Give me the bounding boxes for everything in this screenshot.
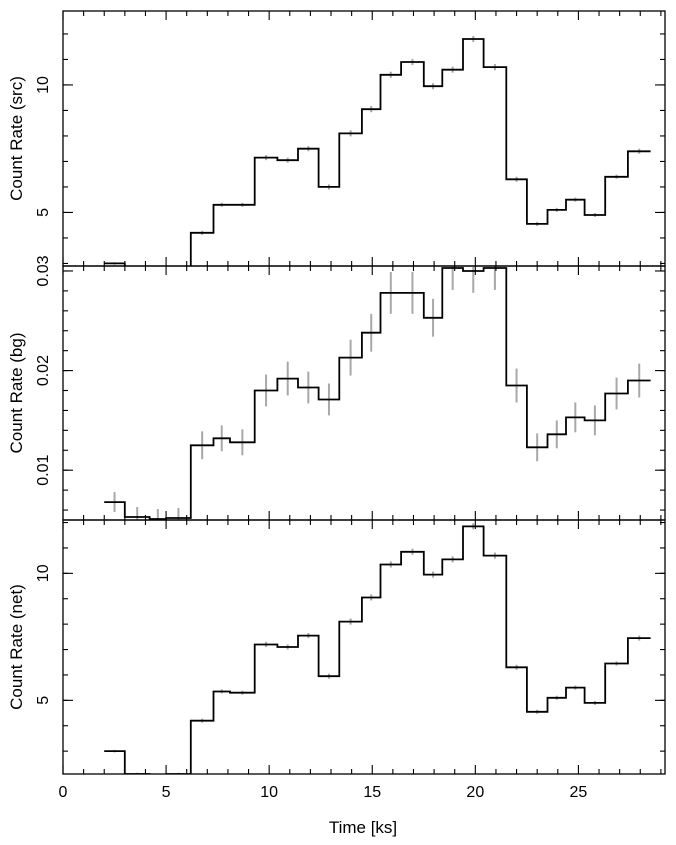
x-tick-label: 5 (162, 784, 171, 801)
x-axis-label: Time [ks] (329, 818, 397, 837)
error-bars-src (107, 35, 648, 265)
y-tick-label: 5 (35, 208, 52, 217)
y-tick-label: 10 (35, 76, 52, 94)
y-axis-label-src: Count Rate (src) (7, 76, 26, 201)
x-tick-label: 10 (260, 784, 278, 801)
y-tick-label: 0.01 (35, 455, 52, 486)
error-bars-net (107, 523, 648, 774)
panel-src: 5 10 Count Rate (src) (7, 10, 666, 267)
y-axis-label-net: Count Rate (net) (7, 584, 26, 710)
x-tick-label: 0 (59, 784, 68, 801)
y-axis-label-bg: Count Rate (bg) (7, 333, 26, 454)
x-tick-label: 20 (466, 784, 484, 801)
panel-bg: 0.01 0.02 0.03 Count Rate (bg) (7, 255, 666, 521)
y-tick-label: 5 (35, 696, 52, 705)
step-line-src (104, 38, 651, 266)
step-line-net (104, 525, 651, 774)
error-bars-bg (107, 266, 648, 520)
plot-frame-net (62, 519, 666, 775)
y-tick-label: 10 (35, 564, 52, 582)
x-tick-label: 15 (363, 784, 381, 801)
x-tick-label: 25 (570, 784, 588, 801)
plot-frame-src (62, 10, 666, 267)
y-tick-label: 0.02 (35, 355, 52, 386)
x-axis-label-group: Time [ks] (329, 818, 397, 837)
y-tick-label: 0.03 (35, 255, 52, 286)
step-line-bg (104, 267, 651, 520)
panel-net: 5 10 Count Rate (net) 0 5 10 15 20 25 (7, 519, 666, 801)
plot-frame-bg (62, 265, 666, 521)
